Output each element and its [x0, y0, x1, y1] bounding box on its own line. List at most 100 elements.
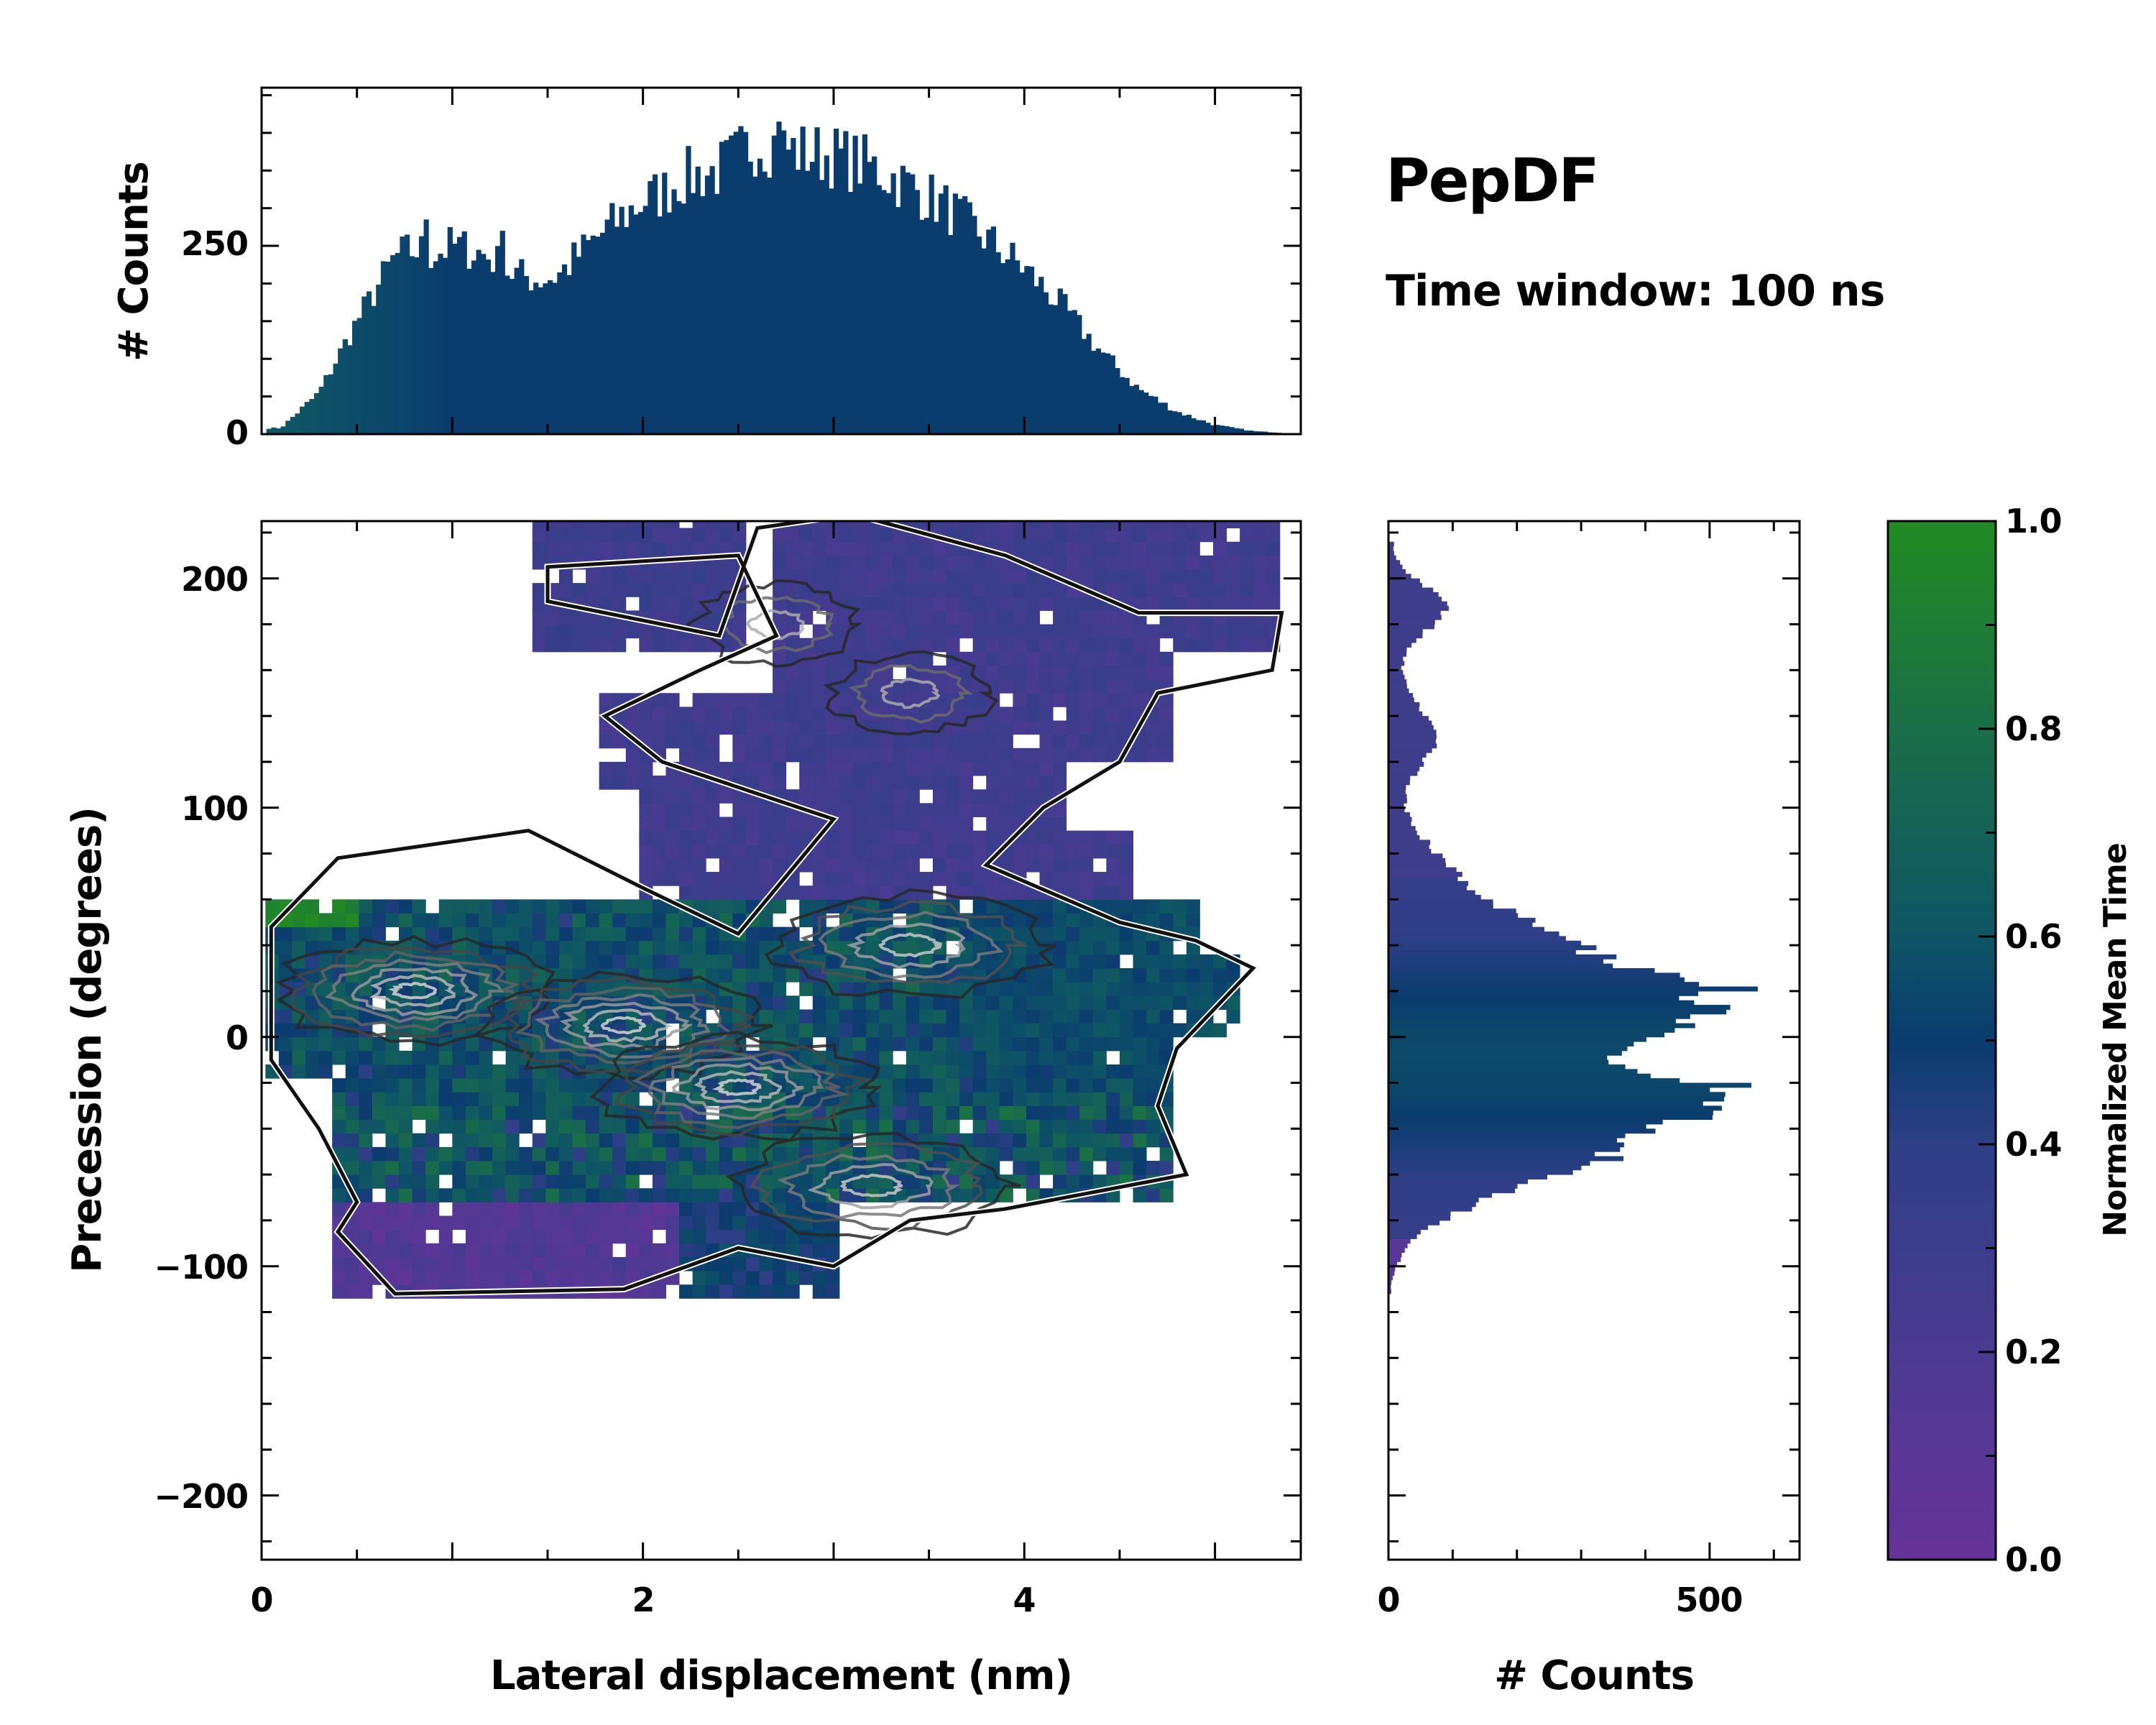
- heatmap-cell: [625, 954, 640, 969]
- right-histogram-bar: [1388, 1225, 1428, 1230]
- right-histogram-bar: [1388, 1160, 1590, 1166]
- heatmap-cell: [1053, 521, 1067, 529]
- heatmap-cell: [545, 1078, 560, 1092]
- heatmap-cell: [852, 569, 867, 584]
- heatmap-cell: [1013, 1009, 1027, 1024]
- heatmap-cell: [1106, 521, 1120, 529]
- heatmap-cell: [919, 521, 934, 529]
- heatmap-cell: [1119, 521, 1134, 529]
- density-contour: [848, 664, 974, 724]
- heatmap-cell: [932, 872, 946, 886]
- heatmap-cell: [692, 940, 706, 955]
- heatmap-cell: [745, 926, 760, 942]
- top-histogram-bar: [404, 234, 410, 434]
- heatmap-cell: [1053, 1092, 1067, 1106]
- right-histogram-bar: [1388, 908, 1516, 914]
- heatmap-cell: [1026, 1174, 1041, 1189]
- heatmap-cell: [332, 1256, 346, 1271]
- top-histogram-bar: [1043, 292, 1049, 434]
- heatmap-cell: [906, 872, 920, 886]
- heatmap-cell: [1053, 679, 1067, 694]
- top-histogram-bar: [443, 257, 448, 434]
- heatmap-cell: [572, 1256, 586, 1271]
- heatmap-cell: [438, 1050, 453, 1065]
- heatmap-cell: [1186, 968, 1200, 983]
- heatmap-cell: [1053, 982, 1067, 996]
- heatmap-cell: [412, 1256, 426, 1271]
- heatmap-cell: [946, 569, 960, 584]
- heatmap-cell: [773, 541, 787, 556]
- heatmap-cell: [438, 1078, 453, 1092]
- right-histogram-bar: [1388, 872, 1462, 877]
- heatmap-cell: [1092, 693, 1107, 707]
- heatmap-cell: [946, 761, 960, 776]
- heatmap-cell: [719, 940, 733, 955]
- heatmap-cell: [372, 1256, 386, 1271]
- heatmap-cell: [532, 940, 546, 955]
- heatmap-cell: [599, 1160, 613, 1175]
- heatmap-cell: [1079, 926, 1094, 942]
- heatmap-cell: [1106, 1105, 1120, 1121]
- top-histogram-bar: [724, 139, 729, 434]
- right-histogram-bar: [1388, 643, 1412, 648]
- heatmap-cell: [839, 734, 853, 749]
- heatmap-cell: [919, 734, 934, 749]
- right-histogram-bar: [1388, 1156, 1624, 1162]
- heatmap-cell: [412, 1215, 426, 1230]
- heatmap-cell: [532, 610, 546, 625]
- heatmap-cell: [799, 886, 814, 900]
- heatmap-cell: [652, 1146, 666, 1162]
- heatmap-cell: [932, 638, 946, 653]
- heatmap-cell: [773, 651, 787, 666]
- heatmap-cell: [1199, 1023, 1214, 1038]
- heatmap-cell: [1092, 555, 1107, 570]
- heatmap-cell: [1066, 679, 1080, 694]
- top-histogram-bar: [509, 278, 515, 434]
- heatmap-cell: [1066, 541, 1080, 556]
- heatmap-cell: [1226, 521, 1240, 529]
- heatmap-cell: [558, 1174, 573, 1189]
- heatmap-cell: [492, 1119, 507, 1134]
- heatmap-cell: [773, 583, 787, 597]
- heatmap-cell: [1039, 1078, 1054, 1092]
- heatmap-cell: [1106, 638, 1120, 653]
- heatmap-cell: [1026, 995, 1041, 1010]
- top-histogram-bar: [390, 255, 396, 434]
- heatmap-cell: [599, 720, 613, 735]
- heatmap-cell: [1066, 1092, 1080, 1106]
- heatmap-cell: [1026, 707, 1041, 722]
- heatmap-cell: [986, 1092, 1000, 1106]
- heatmap-cell: [1133, 968, 1147, 983]
- heatmap-cell: [625, 1256, 640, 1271]
- heatmap-cell: [972, 1133, 987, 1148]
- heatmap-cell: [1026, 1133, 1041, 1148]
- heatmap-cell: [759, 995, 773, 1010]
- heatmap-cell: [786, 1146, 800, 1162]
- heatmap-cell: [986, 789, 1000, 804]
- heatmap-cell: [599, 1215, 613, 1230]
- heatmap-cell: [706, 748, 720, 763]
- heatmap-cell: [1066, 982, 1080, 996]
- heatmap-cell: [1026, 521, 1041, 529]
- heatmap-cell: [786, 693, 800, 707]
- heatmap-cell: [1092, 1064, 1107, 1079]
- heatmap-cell: [665, 720, 680, 735]
- heatmap-cell: [572, 940, 586, 955]
- heatmap-cell: [932, 569, 946, 584]
- heatmap-cell: [639, 816, 653, 832]
- heatmap-cell: [893, 1105, 907, 1121]
- heatmap-cell: [399, 1256, 413, 1271]
- heatmap-cell: [1119, 1050, 1134, 1065]
- heatmap-cell: [625, 1215, 640, 1230]
- heatmap-cell: [465, 1229, 479, 1244]
- heatmap-cell: [799, 748, 814, 763]
- heatmap-cell: [652, 1160, 666, 1175]
- heatmap-cell: [719, 995, 733, 1010]
- heatmap-cell: [572, 1133, 586, 1148]
- heatmap-cell: [479, 1174, 493, 1189]
- right-histogram-bar: [1388, 977, 1685, 983]
- top-histogram-bar: [566, 275, 572, 434]
- heatmap-cell: [1106, 569, 1120, 584]
- right-histogram-bar: [1388, 1169, 1573, 1175]
- heatmap-cell: [545, 1174, 560, 1189]
